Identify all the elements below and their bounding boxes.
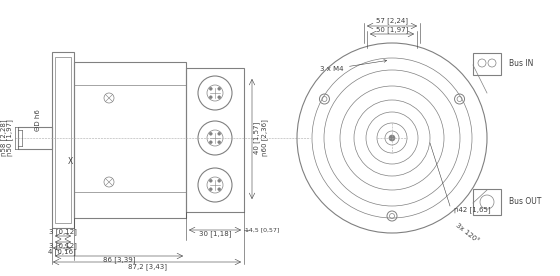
- Text: 3x 120°: 3x 120°: [454, 222, 479, 244]
- Circle shape: [209, 87, 212, 90]
- Text: ր58 [2,28]: ր58 [2,28]: [1, 120, 7, 156]
- Bar: [473, 53, 501, 75]
- Circle shape: [218, 132, 221, 135]
- Bar: [55, 57, 71, 223]
- Bar: [52, 52, 74, 228]
- Circle shape: [218, 87, 221, 90]
- Text: ր50 [1,97]: ր50 [1,97]: [7, 120, 13, 156]
- Text: Bus IN: Bus IN: [509, 59, 533, 68]
- Text: 86 [3,39]: 86 [3,39]: [102, 257, 136, 263]
- Circle shape: [218, 179, 221, 182]
- Text: 4 [0,16]: 4 [0,16]: [48, 249, 76, 255]
- Text: 14,5 [0,57]: 14,5 [0,57]: [245, 227, 279, 232]
- Bar: [74, 62, 186, 218]
- Text: 57 [2,24]: 57 [2,24]: [376, 18, 408, 24]
- Text: ΘD h6: ΘD h6: [35, 109, 41, 131]
- Text: 3 x M4: 3 x M4: [320, 60, 386, 72]
- Circle shape: [389, 135, 395, 141]
- Bar: [18, 127, 52, 149]
- Bar: [186, 68, 244, 212]
- Text: Bus OUT: Bus OUT: [509, 198, 542, 206]
- Text: 50 [1,97]: 50 [1,97]: [376, 26, 408, 33]
- Bar: [473, 189, 501, 215]
- Circle shape: [209, 179, 212, 182]
- Text: ր42 [1,65]: ր42 [1,65]: [454, 207, 491, 213]
- Text: 87,2 [3,43]: 87,2 [3,43]: [128, 264, 166, 270]
- Circle shape: [218, 96, 221, 99]
- Circle shape: [209, 96, 212, 99]
- Circle shape: [209, 141, 212, 144]
- Circle shape: [218, 141, 221, 144]
- Circle shape: [218, 188, 221, 191]
- Text: 3 [0,12]: 3 [0,12]: [49, 229, 77, 235]
- Text: 30 [1,18]: 30 [1,18]: [199, 231, 231, 237]
- Text: 40 [1,57]: 40 [1,57]: [254, 122, 260, 154]
- Text: X: X: [67, 158, 73, 166]
- Text: 3 [0,12]: 3 [0,12]: [49, 243, 77, 250]
- Circle shape: [209, 188, 212, 191]
- Circle shape: [209, 132, 212, 135]
- Text: ր60 [2,36]: ր60 [2,36]: [262, 120, 268, 156]
